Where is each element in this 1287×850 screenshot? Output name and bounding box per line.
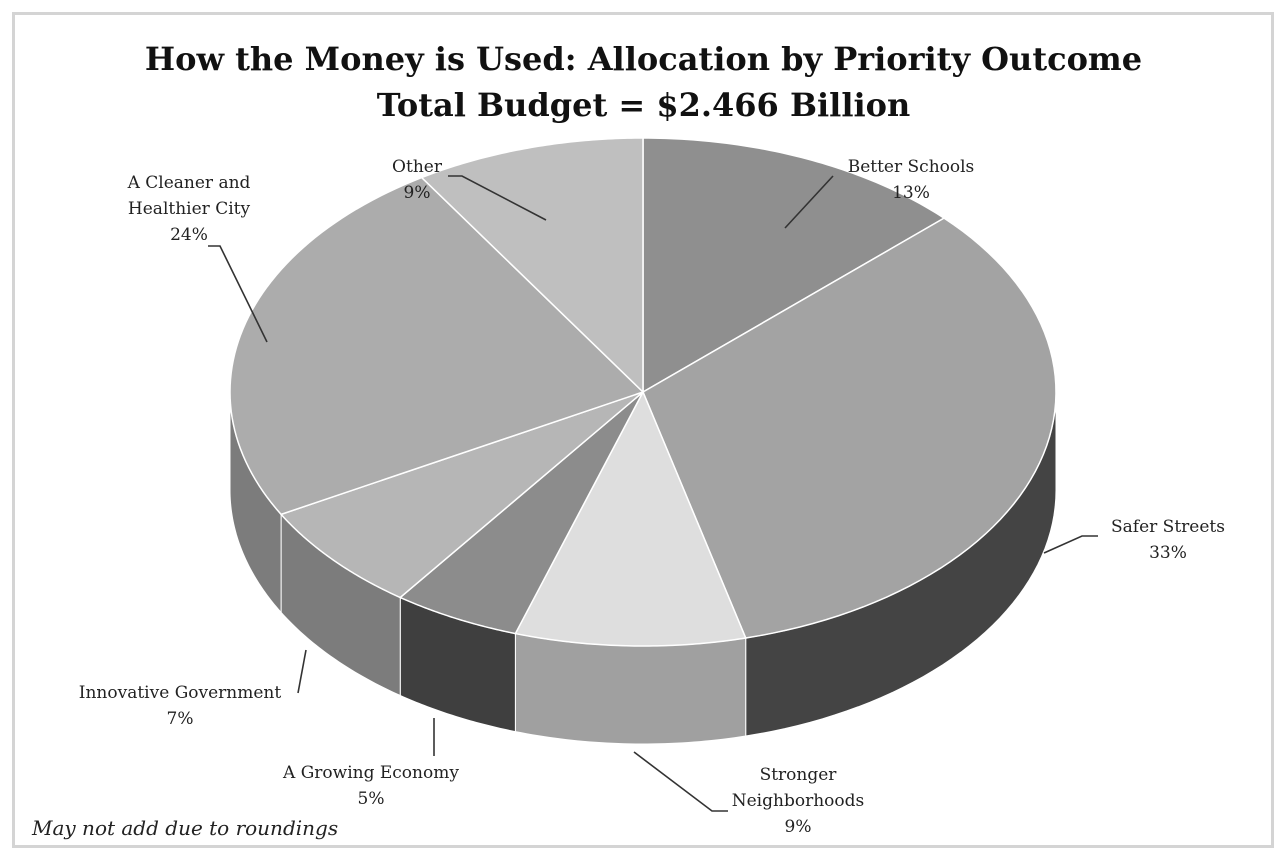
rounding-note: May not add due to roundings [32,816,339,840]
slice-innovative-government [279,391,644,599]
label-other: Other 9% [372,154,462,206]
chart-subtitle: Total Budget = $2.466 Billion [376,86,911,124]
leader-line-better-schools [784,175,834,229]
slice-better-schools [642,137,946,394]
label-better-schools: Better Schools 13% [808,154,1014,206]
leader-line-other [448,175,547,221]
label-cleaner-healthier-city-value: 24% [170,225,208,245]
label-innovative-government: Innovative Government 7% [58,680,302,732]
label-better-schools-value: 13% [892,183,930,203]
leader-line-cleaner-healthier-city [208,245,268,343]
label-cleaner-healthier-city: A Cleaner and Healthier City 24% [64,170,314,248]
label-stronger-neighborhoods: Stronger Neighborhoods 9% [715,762,881,840]
label-other-name: Other [392,157,442,177]
slice-a-growing-economy [398,391,644,635]
slice-other [420,137,644,394]
label-growing-economy-value: 5% [357,789,385,809]
label-safer-streets-name: Safer Streets [1111,517,1225,537]
label-innovative-government-value: 7% [166,709,194,729]
label-stronger-neighborhoods-name: Stronger Neighborhoods [731,765,865,811]
chart-title: How the Money is Used: Allocation by Pri… [144,40,1143,78]
label-growing-economy: A Growing Economy 5% [262,760,480,812]
label-better-schools-name: Better Schools [847,157,975,177]
label-safer-streets: Safer Streets 33% [1080,514,1256,566]
slice-safer-streets [642,217,1057,639]
leader-line-safer-streets [1043,535,1098,554]
slice-stronger-neighborhoods [514,390,747,647]
label-cleaner-healthier-city-name: A Cleaner and Healthier City [127,173,251,219]
label-other-value: 9% [403,183,431,203]
leader-line-stronger-neighborhoods [633,751,728,812]
label-stronger-neighborhoods-value: 9% [784,817,812,837]
label-growing-economy-name: A Growing Economy [283,763,459,783]
label-innovative-government-name: Innovative Government [78,683,282,703]
slice-a-cleaner-and-healthier-city [229,176,645,516]
slice-side-stronger-neighborhoods [514,632,747,745]
label-safer-streets-value: 33% [1149,543,1187,563]
leader-line-innovative-government [297,649,307,694]
